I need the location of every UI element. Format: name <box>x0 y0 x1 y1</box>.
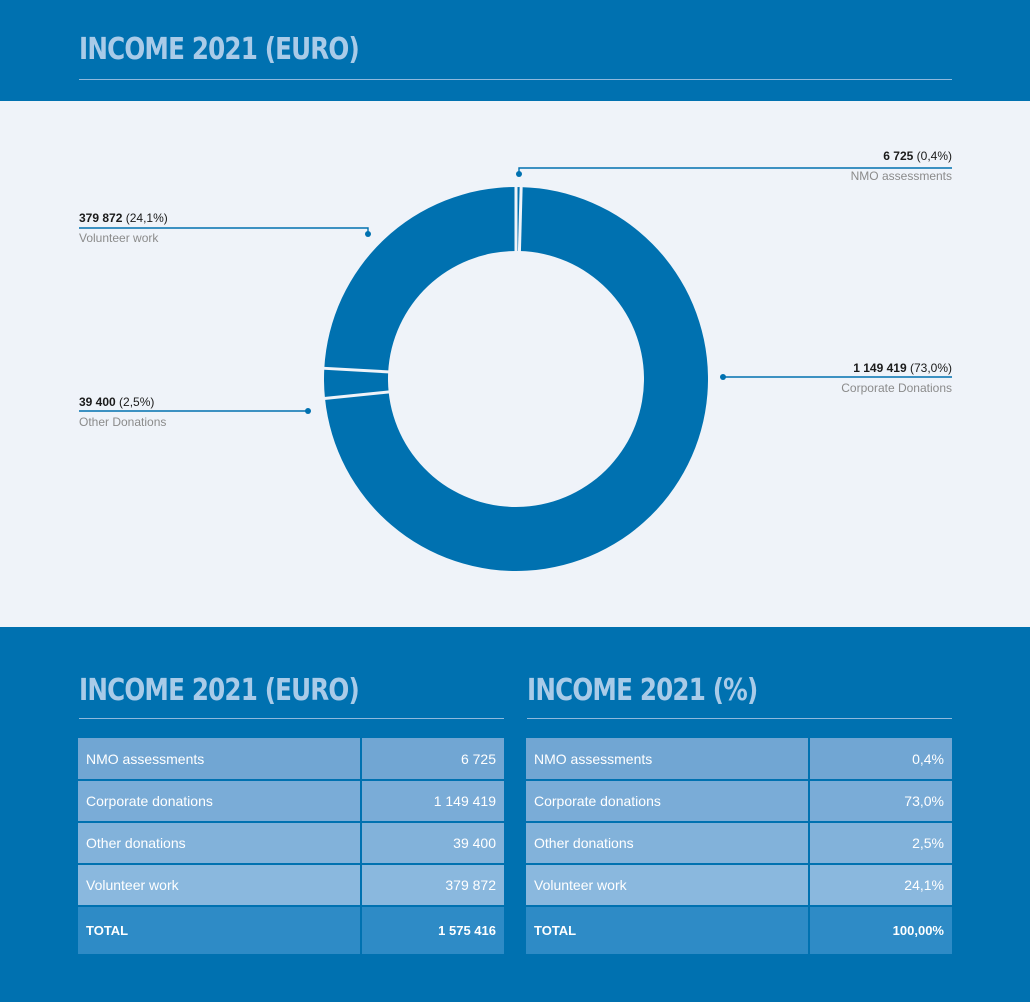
callout-volunteer-work: 379 872 (24,1%) Volunteer work <box>79 211 168 245</box>
leader-volunteer-work <box>79 227 371 237</box>
table-row: Volunteer work 24,1% <box>526 865 952 905</box>
table-total-row: TOTAL 100,00% <box>526 907 952 954</box>
callout-nmo-assessments: 6 725 (0,4%) NMO assessments <box>760 149 952 183</box>
callout-category: Other Donations <box>79 415 167 429</box>
row-value: 6 725 <box>362 738 504 779</box>
table-row: NMO assessments 6 725 <box>78 738 504 779</box>
row-value: 379 872 <box>362 865 504 905</box>
row-label: Volunteer work <box>526 865 808 905</box>
callout-value: 379 872 (24,1%) <box>79 211 168 225</box>
leader-corporate-donations <box>720 374 952 380</box>
total-label: TOTAL <box>78 907 360 954</box>
table-percent-title: INCOME 2021 (%) <box>527 673 758 708</box>
total-label: TOTAL <box>526 907 808 954</box>
table-percent-divider <box>527 718 952 719</box>
donut-chart <box>79 167 952 571</box>
total-value: 1 575 416 <box>362 907 504 954</box>
table-row: Other donations 2,5% <box>526 823 952 863</box>
row-label: Other donations <box>78 823 360 863</box>
row-label: Corporate donations <box>78 781 360 821</box>
leader-nmo-assessments <box>516 167 952 177</box>
slice-corporate-donations <box>324 187 708 571</box>
callout-value: 39 400 (2,5%) <box>79 395 155 409</box>
callout-category: Corporate Donations <box>841 381 952 395</box>
tables-section: INCOME 2021 (EURO) INCOME 2021 (%) NMO a… <box>0 627 1030 1002</box>
slice-separator <box>517 185 523 254</box>
callout-value: 6 725 (0,4%) <box>883 149 952 163</box>
row-label: Other donations <box>526 823 808 863</box>
row-value: 24,1% <box>810 865 952 905</box>
callout-category: Volunteer work <box>79 231 159 245</box>
row-label: Volunteer work <box>78 865 360 905</box>
table-row: Corporate donations 1 149 419 <box>78 781 504 821</box>
table-euro-title: INCOME 2021 (EURO) <box>79 673 360 708</box>
callout-corporate-donations: 1 149 419 (73,0%) Corporate Donations <box>760 361 952 395</box>
slice-volunteer-work <box>324 187 516 372</box>
callout-value: 1 149 419 (73,0%) <box>853 361 952 375</box>
slice-separator <box>322 390 391 401</box>
row-label: Corporate donations <box>526 781 808 821</box>
table-row: Other donations 39 400 <box>78 823 504 863</box>
row-value: 1 149 419 <box>362 781 504 821</box>
leader-other-donations <box>79 408 311 414</box>
row-label: NMO assessments <box>78 738 360 779</box>
slice-separator <box>322 366 391 374</box>
callout-other-donations: 39 400 (2,5%) Other Donations <box>79 395 166 429</box>
slice-other-donations <box>324 368 389 399</box>
table-euro-divider <box>79 718 504 719</box>
row-value: 2,5% <box>810 823 952 863</box>
table-row: NMO assessments 0,4% <box>526 738 952 779</box>
table-total-row: TOTAL 1 575 416 <box>78 907 504 954</box>
callout-category: NMO assessments <box>850 169 952 183</box>
total-value: 100,00% <box>810 907 952 954</box>
donut-chart-panel: 6 725 (0,4%) NMO assessments 1 149 419 (… <box>0 101 1030 627</box>
row-value: 39 400 <box>362 823 504 863</box>
page-title: INCOME 2021 (EURO) <box>79 32 360 67</box>
top-header-band: INCOME 2021 (EURO) <box>0 0 1030 101</box>
table-row: Corporate donations 73,0% <box>526 781 952 821</box>
title-divider <box>79 79 952 80</box>
table-row: Volunteer work 379 872 <box>78 865 504 905</box>
row-value: 73,0% <box>810 781 952 821</box>
row-value: 0,4% <box>810 738 952 779</box>
row-label: NMO assessments <box>526 738 808 779</box>
